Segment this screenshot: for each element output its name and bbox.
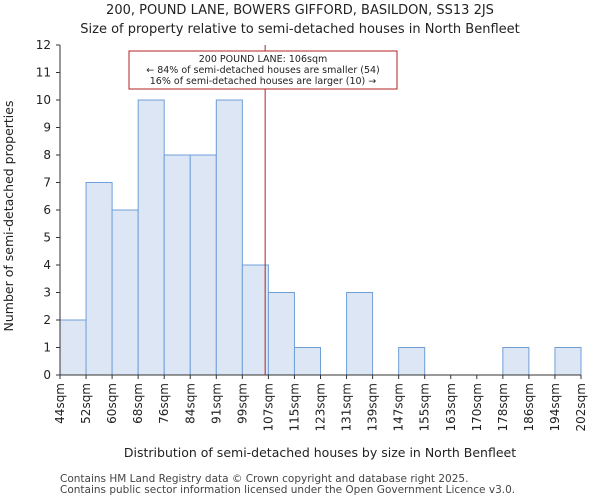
x-tick-label: 131sqm [340,383,354,431]
bar-84sqm [189,154,217,376]
x-tick-label: 60sqm [105,383,119,424]
y-tick-label: 3 [43,286,51,300]
y-tick-label: 12 [36,38,51,52]
x-tick-label: 52sqm [79,383,93,424]
y-tick-label: 5 [43,231,51,245]
bar-115sqm [293,347,322,376]
y-tick-label: 1 [43,341,51,355]
x-tick-label: 163sqm [444,383,458,431]
y-axis-label: Number of semi-detached properties [1,101,16,332]
x-tick-label: 99sqm [235,383,249,424]
bar-178sqm [502,347,530,376]
annotation-line-1: 200 POUND LANE: 106sqm [199,54,327,65]
bar-68sqm [137,99,165,376]
x-tick-label: 186sqm [522,383,536,431]
x-tick-label: 44sqm [53,383,67,424]
y-tick-label: 4 [43,258,51,272]
x-tick-label: 147sqm [392,383,406,431]
y-tick-label: 2 [43,313,51,327]
x-tick-label: 170sqm [470,383,484,431]
annotation-box [128,50,398,90]
y-tick-label: 11 [36,66,51,80]
x-tick-label: 84sqm [183,383,197,424]
x-tick-label: 68sqm [131,383,145,424]
bar-194sqm [554,347,582,376]
footer-licence: Contains public sector information licen… [60,484,516,496]
chart-title: 200, POUND LANE, BOWERS GIFFORD, BASILDO… [106,3,494,18]
x-tick-label: 139sqm [366,383,380,431]
x-tick-label: 178sqm [496,383,510,431]
x-tick-label: 76sqm [157,383,171,424]
y-tick-label: 8 [43,148,51,162]
x-tick-label: 107sqm [261,383,275,431]
x-tick-label: 123sqm [314,383,328,431]
annotation-line-3: 16% of semi-detached houses are larger (… [150,76,377,87]
annotation-line-2: ← 84% of semi-detached houses are smalle… [146,65,380,76]
y-tick-label: 9 [43,121,51,135]
bar-131sqm [346,292,374,376]
y-tick-label: 6 [43,203,51,217]
bar-76sqm [163,154,191,376]
x-tick-label: 115sqm [287,383,301,431]
bar-99sqm [241,264,269,376]
bar-91sqm [215,99,243,376]
x-tick-label: 194sqm [548,383,562,431]
x-tick-label: 202sqm [574,383,588,431]
bar-60sqm [111,209,139,376]
bar-147sqm [398,347,426,376]
y-tick-label: 0 [43,368,51,382]
footer-copyright: Contains HM Land Registry data © Crown c… [60,473,469,485]
bar-107sqm [267,292,295,376]
bar-44sqm [59,319,87,376]
bar-52sqm [85,182,113,376]
y-tick-label: 7 [43,176,51,190]
x-tick-label: 155sqm [418,383,432,431]
y-tick-label: 10 [36,93,51,107]
chart-subtitle: Size of property relative to semi-detach… [80,22,519,37]
x-axis-label: Distribution of semi-detached houses by … [124,445,516,460]
x-tick-label: 91sqm [209,383,223,424]
